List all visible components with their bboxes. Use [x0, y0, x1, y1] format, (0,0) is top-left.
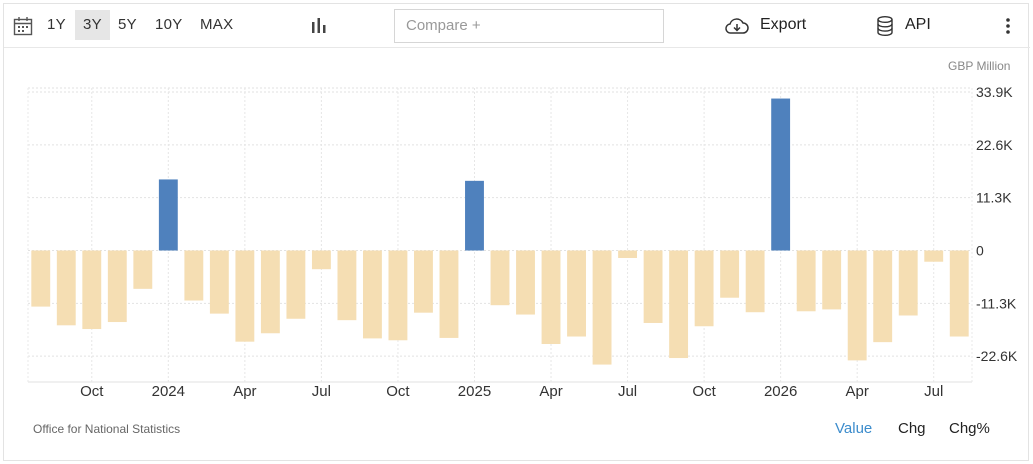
calendar-icon[interactable]	[13, 16, 33, 36]
bar-chart: 33.9K 22.6K 11.3K 0 -11.3K -22.6K Oct 2024 Apr J…	[27, 84, 1018, 400]
toolbar: 1Y 3Y 5Y 10Y MAX Compare + Export	[4, 4, 1030, 48]
bar[interactable]	[311, 250, 331, 270]
bar[interactable]	[56, 250, 76, 326]
bar[interactable]	[388, 250, 408, 341]
bar[interactable]	[822, 250, 842, 310]
bar[interactable]	[694, 250, 714, 327]
source-label: Office for National Statistics	[33, 422, 181, 436]
x-tick-label: Apr	[233, 383, 256, 400]
x-tick-label: Oct	[386, 383, 410, 400]
bar[interactable]	[286, 250, 306, 319]
bar[interactable]	[847, 250, 867, 361]
bar[interactable]	[414, 250, 433, 313]
export-button[interactable]: Export	[760, 16, 807, 33]
bar[interactable]	[541, 250, 561, 345]
y-tick-label: -11.3K	[976, 295, 1017, 311]
x-tick-label: Jul	[312, 383, 331, 400]
range-5y-button[interactable]: 5Y	[118, 16, 137, 33]
y-tick-label: -22.6K	[976, 348, 1018, 364]
x-tick-label: Apr	[846, 383, 869, 400]
bar[interactable]	[490, 250, 510, 306]
x-tick-label: Oct	[692, 383, 716, 400]
y-tick-label: 33.9K	[976, 84, 1013, 100]
bar[interactable]	[133, 250, 153, 289]
bar[interactable]	[107, 250, 127, 323]
cloud-download-icon[interactable]	[724, 16, 750, 36]
bar[interactable]	[873, 250, 893, 343]
x-tick-label: Apr	[539, 383, 562, 400]
bar[interactable]	[158, 179, 178, 251]
bar[interactable]	[669, 250, 689, 359]
bar[interactable]	[745, 250, 765, 313]
bar[interactable]	[337, 250, 357, 321]
x-tick-label: Oct	[80, 383, 104, 400]
y-tick-label: 22.6K	[976, 137, 1013, 153]
bar[interactable]	[924, 250, 944, 262]
x-tick-label: 2025	[458, 383, 491, 400]
x-axis-labels: Oct 2024 Apr Jul Oct 2025 Apr Jul Oct 2026 Apr Jul	[80, 383, 943, 400]
bar[interactable]	[209, 250, 229, 314]
range-10y-button[interactable]: 10Y	[155, 16, 183, 33]
y-axis-labels: 33.9K 22.6K 11.3K 0 -11.3K -22.6K	[976, 84, 1018, 364]
bar[interactable]	[516, 250, 535, 315]
api-button[interactable]: API	[905, 16, 931, 33]
value-tab[interactable]: Value	[835, 420, 873, 437]
chart-bars	[31, 98, 969, 365]
bar[interactable]	[82, 250, 102, 330]
database-icon[interactable]	[876, 15, 894, 37]
bar[interactable]	[465, 180, 484, 251]
bar[interactable]	[771, 98, 791, 251]
bar[interactable]	[235, 250, 255, 342]
range-3y-button[interactable]: 3Y	[75, 10, 110, 40]
x-tick-label: Jul	[924, 383, 943, 400]
y-tick-label: 11.3K	[976, 190, 1012, 206]
bar[interactable]	[567, 250, 586, 337]
bar[interactable]	[260, 250, 280, 334]
bar[interactable]	[898, 250, 918, 316]
compare-input[interactable]: Compare +	[394, 9, 664, 43]
y-tick-label: 0	[976, 243, 984, 259]
chg-tab[interactable]: Chg	[898, 420, 926, 437]
bar[interactable]	[796, 250, 816, 312]
bar[interactable]	[439, 250, 459, 338]
x-tick-label: 2026	[764, 383, 797, 400]
bar[interactable]	[949, 250, 969, 337]
bar[interactable]	[31, 250, 51, 307]
x-tick-label: 2024	[152, 383, 185, 400]
chart-type-icon[interactable]	[310, 17, 328, 35]
bar[interactable]	[184, 250, 204, 301]
bar[interactable]	[362, 250, 382, 339]
chg-percent-tab[interactable]: Chg%	[949, 420, 990, 437]
bar[interactable]	[618, 250, 638, 258]
more-options-icon[interactable]	[1004, 17, 1012, 35]
bar[interactable]	[592, 250, 612, 365]
chart-widget: 1Y 3Y 5Y 10Y MAX Compare + Export	[3, 3, 1030, 461]
range-max-button[interactable]: MAX	[200, 16, 234, 33]
x-tick-label: Jul	[618, 383, 637, 400]
bar[interactable]	[720, 250, 740, 298]
bar[interactable]	[643, 250, 663, 323]
unit-label: GBP Million	[948, 59, 1011, 73]
range-1y-button[interactable]: 1Y	[47, 16, 66, 33]
